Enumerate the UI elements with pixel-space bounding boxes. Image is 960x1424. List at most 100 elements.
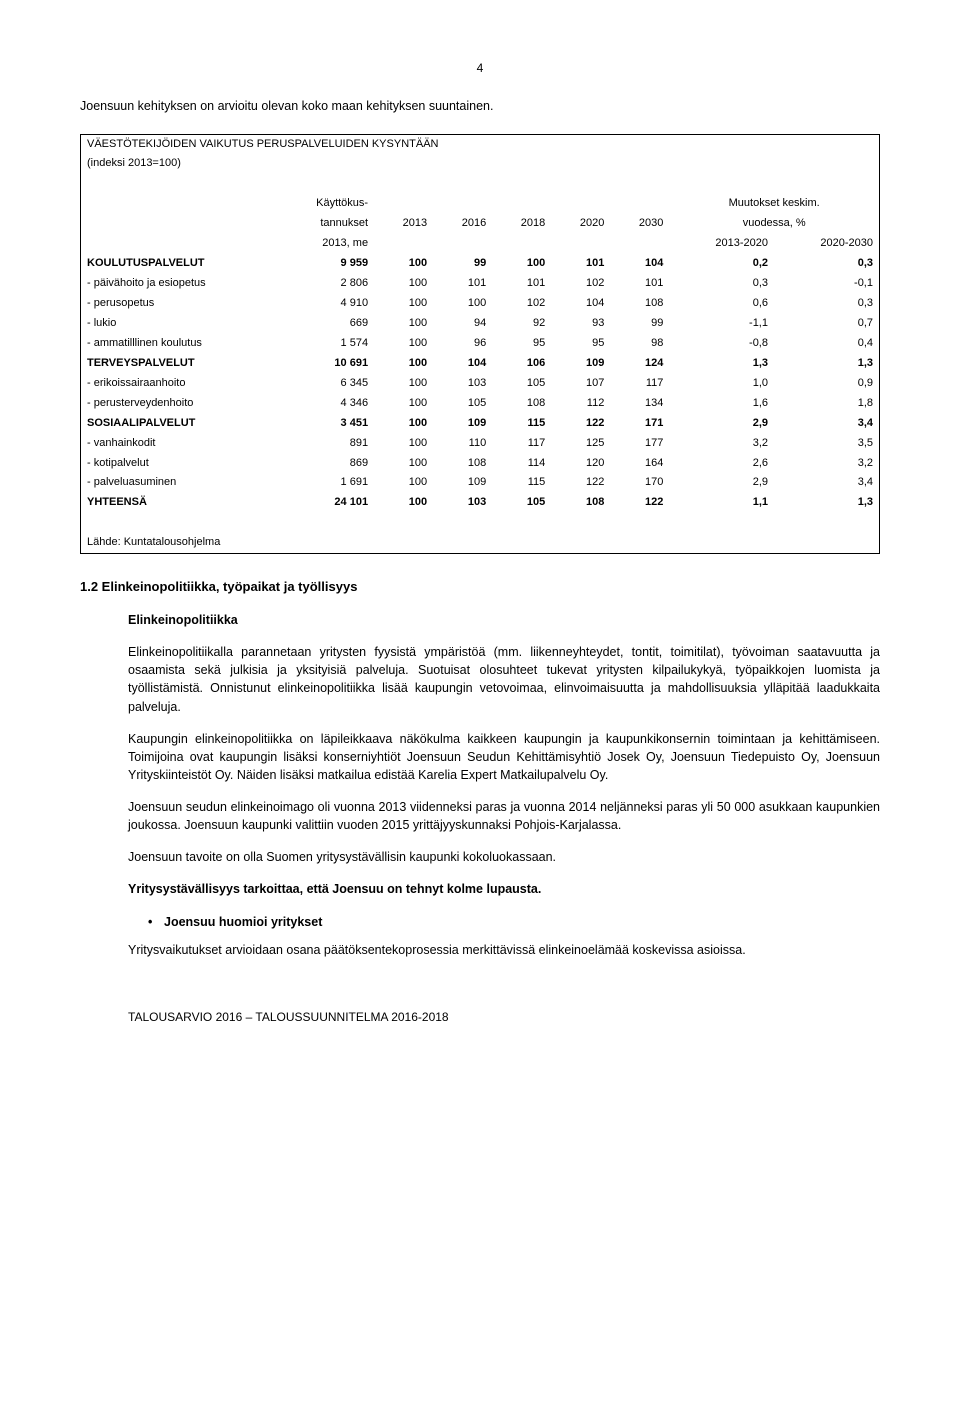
table-cell: 115 — [492, 414, 551, 434]
table-cell: 108 — [492, 394, 551, 414]
table-cell: 3 451 — [271, 414, 375, 434]
table-cell: 2,6 — [669, 454, 774, 474]
table-cell: 109 — [433, 414, 492, 434]
table-cell: 100 — [374, 434, 433, 454]
table-cell: 1,1 — [669, 493, 774, 513]
table-cell: 104 — [610, 254, 669, 274]
table-cell: 101 — [610, 274, 669, 294]
table-cell: 3,2 — [669, 434, 774, 454]
table-cell: 124 — [610, 354, 669, 374]
col-head: Käyttökus- — [271, 194, 375, 214]
table-cell: 3,2 — [774, 454, 880, 474]
table-cell: 110 — [433, 434, 492, 454]
table-row-label: - perusopetus — [81, 294, 271, 314]
table-cell: 105 — [433, 394, 492, 414]
table-cell: 100 — [374, 454, 433, 474]
table-cell: 112 — [551, 394, 610, 414]
table-subtitle: (indeksi 2013=100) — [81, 154, 880, 174]
table-cell: 1 574 — [271, 334, 375, 354]
table-cell: 104 — [551, 294, 610, 314]
table-cell: 106 — [492, 354, 551, 374]
table-cell: 102 — [492, 294, 551, 314]
table-cell: 117 — [492, 434, 551, 454]
table-cell: 100 — [374, 314, 433, 334]
table-cell: 100 — [433, 294, 492, 314]
paragraph: Elinkeinopolitiikalla parannetaan yritys… — [128, 643, 880, 716]
table-cell: 101 — [492, 274, 551, 294]
table-cell: 117 — [610, 374, 669, 394]
table-cell: 98 — [610, 334, 669, 354]
table-cell: 0,4 — [774, 334, 880, 354]
table-row-label: - erikoissairaanhoito — [81, 374, 271, 394]
table-row-label: KOULUTUSPALVELUT — [81, 254, 271, 274]
intro-text: Joensuun kehityksen on arvioitu olevan k… — [80, 97, 880, 115]
table-cell: 2 806 — [271, 274, 375, 294]
bullet-icon: • — [148, 913, 154, 931]
section-heading: 1.2 Elinkeinopolitiikka, työpaikat ja ty… — [80, 578, 880, 597]
table-cell: 100 — [374, 374, 433, 394]
table-cell: 24 101 — [271, 493, 375, 513]
table-row-label: YHTEENSÄ — [81, 493, 271, 513]
table-cell: 107 — [551, 374, 610, 394]
table-cell: 100 — [374, 294, 433, 314]
table-cell: 9 959 — [271, 254, 375, 274]
bullet-list: • Joensuu huomioi yritykset — [148, 913, 880, 931]
table-cell: 101 — [551, 254, 610, 274]
table-cell: 100 — [492, 254, 551, 274]
table-cell: 108 — [610, 294, 669, 314]
table-cell: 3,4 — [774, 414, 880, 434]
col-year: 2030 — [610, 214, 669, 234]
table-cell: 0,6 — [669, 294, 774, 314]
table-cell: 93 — [551, 314, 610, 334]
footer-text: TALOUSARVIO 2016 – TALOUSSUUNNITELMA 201… — [128, 1009, 880, 1026]
col-year: 2018 — [492, 214, 551, 234]
table-cell: 869 — [271, 454, 375, 474]
table-cell: 0,3 — [669, 274, 774, 294]
table-cell: 96 — [433, 334, 492, 354]
table-cell: 0,9 — [774, 374, 880, 394]
table-cell: 114 — [492, 454, 551, 474]
table-cell: 1,8 — [774, 394, 880, 414]
table-cell: 4 346 — [271, 394, 375, 414]
table-cell: 2,9 — [669, 414, 774, 434]
table-cell: 100 — [374, 394, 433, 414]
table-cell: 1,3 — [774, 493, 880, 513]
table-cell: 10 691 — [271, 354, 375, 374]
table-cell: 100 — [374, 254, 433, 274]
population-services-table: VÄESTÖTEKIJÖIDEN VAIKUTUS PERUSPALVELUID… — [80, 134, 880, 555]
table-cell: 0,2 — [669, 254, 774, 274]
table-cell: 109 — [433, 473, 492, 493]
table-cell: 125 — [551, 434, 610, 454]
col-head: 2013-2020 — [669, 234, 774, 254]
paragraph: Yritysvaikutukset arvioidaan osana päätö… — [128, 941, 880, 959]
table-cell: 669 — [271, 314, 375, 334]
table-cell: 115 — [492, 473, 551, 493]
col-head: vuodessa, % — [669, 214, 879, 234]
table-cell: 103 — [433, 374, 492, 394]
table-row-label: SOSIAALIPALVELUT — [81, 414, 271, 434]
table-cell: 102 — [551, 274, 610, 294]
table-cell: 94 — [433, 314, 492, 334]
table-cell: 95 — [551, 334, 610, 354]
paragraph: Joensuun seudun elinkeinoimago oli vuonn… — [128, 798, 880, 834]
table-cell: 170 — [610, 473, 669, 493]
table-cell: 1,6 — [669, 394, 774, 414]
table-cell: 177 — [610, 434, 669, 454]
paragraph: Kaupungin elinkeinopolitiikka on läpilei… — [128, 730, 880, 784]
table-row-label: - ammatilllinen koulutus — [81, 334, 271, 354]
table-cell: 100 — [374, 493, 433, 513]
table-cell: 100 — [374, 274, 433, 294]
table-cell: 99 — [610, 314, 669, 334]
page-number: 4 — [80, 60, 880, 77]
table-cell: 100 — [374, 334, 433, 354]
table-cell: 1 691 — [271, 473, 375, 493]
table-cell: 1,0 — [669, 374, 774, 394]
table-cell: 101 — [433, 274, 492, 294]
col-head: Muutokset keskim. — [669, 194, 879, 214]
table-source: Lähde: Kuntatalousohjelma — [81, 533, 880, 553]
table-row-label: - kotipalvelut — [81, 454, 271, 474]
col-head: 2013, me — [271, 234, 375, 254]
table-cell: -0,8 — [669, 334, 774, 354]
table-cell: 1,3 — [669, 354, 774, 374]
table-cell: 6 345 — [271, 374, 375, 394]
